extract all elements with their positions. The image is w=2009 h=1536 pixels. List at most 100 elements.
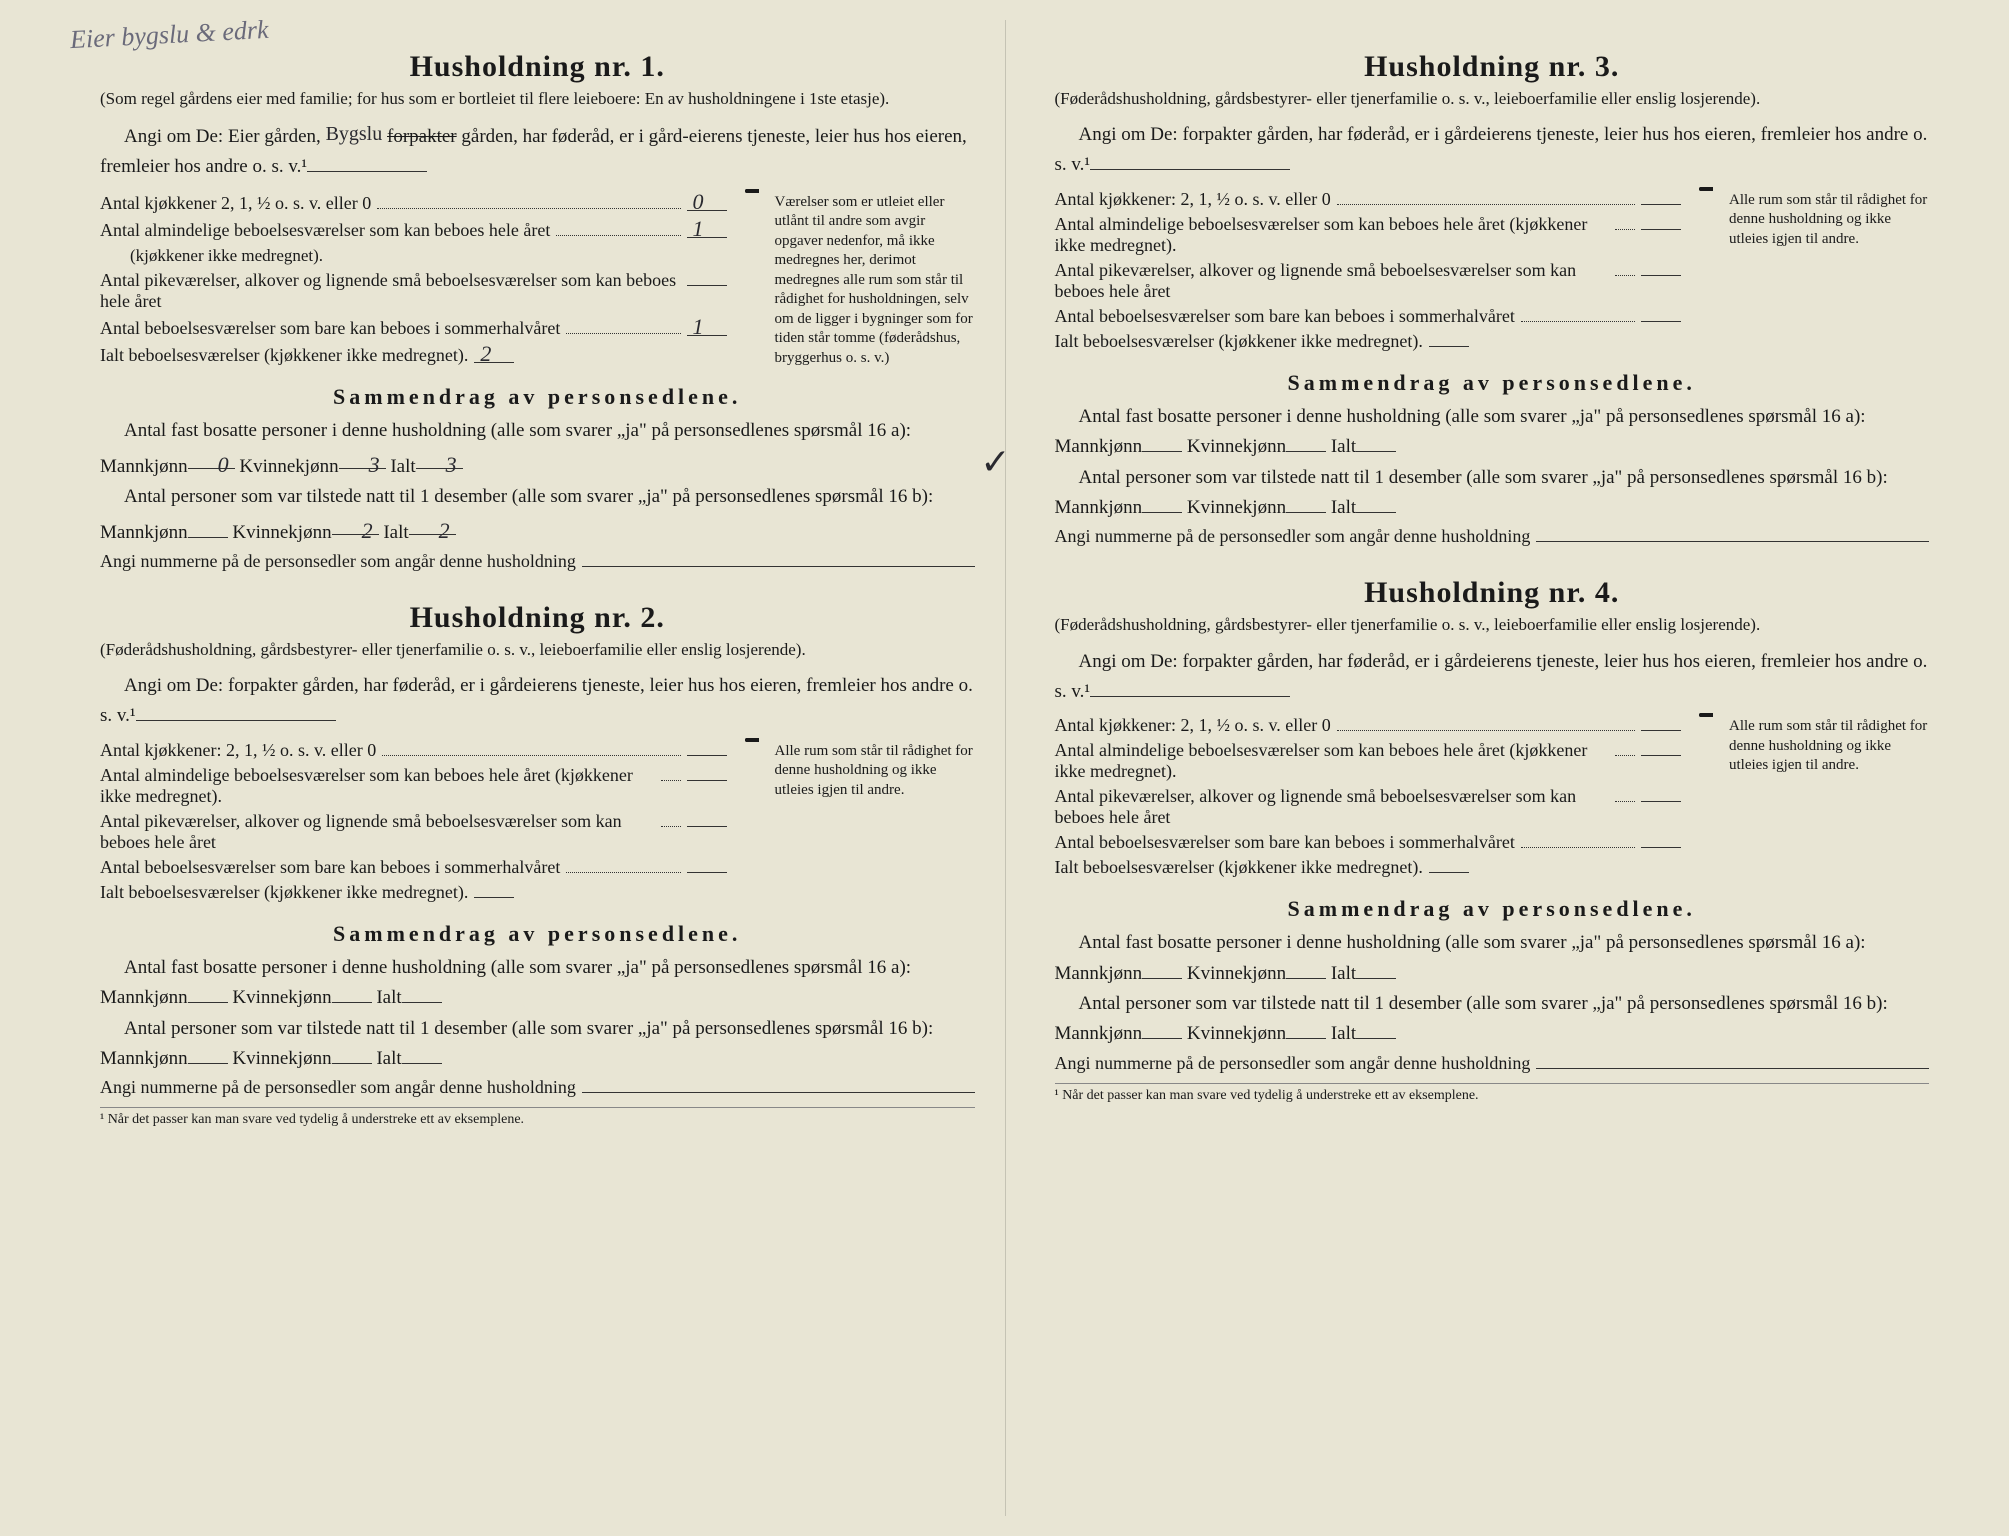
dots [661,766,681,780]
intro-blank[interactable] [136,702,336,721]
q16b-m[interactable] [188,1045,228,1064]
t-label: Ialt [1331,497,1356,518]
ordinary-label: Antal almindelige beboelsesværelser som … [100,220,550,241]
household-2-title: Husholdning nr. 2. [100,601,975,635]
q16b-t[interactable] [1356,494,1396,513]
q16a-text: Antal fast bosatte personer i denne hush… [100,416,975,482]
household-4-intro: Angi om De: forpakter gården, har føderå… [1055,647,1930,708]
ordinary-note: (kjøkkener ikke medregnet). [100,243,727,269]
total-value[interactable] [1429,329,1469,347]
q16a-m[interactable] [1142,960,1182,979]
kitchens-value[interactable]: 0 [687,189,727,211]
q16a-k[interactable] [1286,960,1326,979]
t-label: Ialt [390,456,415,477]
m-label: Mannkjønn [100,987,188,1008]
q16b-label: Antal personer som var tilstede natt til… [124,1018,933,1039]
household-3-sidenote: Alle rum som står til rådighet for denne… [1729,187,1929,250]
kitchens-label: Antal kjøkkener: 2, 1, ½ o. s. v. eller … [1055,189,1331,210]
census-form-page: Eier bygslu & edrk Husholdning nr. 1. (S… [0,0,2009,1536]
handwritten-bygslu: Bygslu [326,123,383,145]
dots [566,320,680,334]
t-label: Ialt [376,1048,401,1069]
maid-value[interactable] [1641,258,1681,276]
ordinary-value[interactable] [687,763,727,781]
q16b-t[interactable] [402,1045,442,1064]
ordinary-label: Antal almindelige beboelsesværelser som … [100,765,655,807]
q16b-m[interactable] [188,519,228,538]
m-label: Mannkjønn [1055,963,1143,984]
numbers-blank[interactable] [1536,1051,1929,1069]
q16b-t[interactable]: 2 [409,513,456,535]
q16a-t[interactable] [402,984,442,1003]
summer-value[interactable]: 1 [687,314,727,336]
q16a-t[interactable] [1356,433,1396,452]
dots [382,741,680,755]
numbers-label: Angi nummerne på de personsedler som ang… [100,1074,576,1101]
q16a-m[interactable] [1142,433,1182,452]
q16b-k[interactable] [1286,1020,1326,1039]
household-4: Husholdning nr. 4. (Føderådshusholdning,… [1055,576,1930,1103]
intro-blank[interactable] [307,153,427,172]
maid-label: Antal pikeværelser, alkover og lignende … [100,811,655,853]
household-3-rooms: Antal kjøkkener: 2, 1, ½ o. s. v. eller … [1055,187,1930,354]
dots [661,812,681,826]
ordinary-value[interactable] [1641,738,1681,756]
q16a-text-3: Antal fast bosatte personer i denne hush… [1055,402,1930,463]
q16b-label: Antal personer som var tilstede natt til… [1079,467,1888,488]
total-value[interactable]: 2 [474,341,514,363]
t-label: Ialt [1331,436,1356,457]
summer-label: Antal beboelsesværelser som bare kan beb… [1055,832,1515,853]
ordinary-value[interactable] [1641,212,1681,230]
t-label: Ialt [1331,963,1356,984]
q16a-m[interactable] [188,984,228,1003]
household-4-sidenote: Alle rum som står til rådighet for denne… [1729,713,1929,776]
summer-value[interactable] [687,855,727,873]
summer-label: Antal beboelsesværelser som bare kan beb… [100,857,560,878]
q16a-k[interactable] [1286,433,1326,452]
numbers-blank[interactable] [582,549,975,567]
maid-value[interactable] [1641,784,1681,802]
maid-value[interactable] [687,268,727,286]
ordinary-value[interactable]: 1 [687,216,727,238]
household-3-intro: Angi om De: forpakter gården, har føderå… [1055,120,1930,181]
q16a-label: Antal fast bosatte personer i denne hush… [124,420,911,441]
q16a-k[interactable]: 3 [339,447,386,469]
household-2-intro: Angi om De: forpakter gården, har føderå… [100,671,975,732]
q16a-k[interactable] [332,984,372,1003]
k-label: Kvinnekjønn [232,987,331,1008]
total-value[interactable] [1429,855,1469,873]
intro-blank[interactable] [1090,678,1290,697]
dots [1615,261,1635,275]
t-label: Ialt [1331,1023,1356,1044]
intro-blank[interactable] [1090,151,1290,170]
kitchens-value[interactable] [1641,713,1681,731]
q16b-k[interactable]: 2 [332,513,379,535]
kitchens-value[interactable] [687,738,727,756]
total-value[interactable] [474,880,514,898]
m-label: Mannkjønn [100,456,188,477]
q16b-m[interactable] [1142,494,1182,513]
q16a-m[interactable]: 0 [188,447,235,469]
household-1-subtitle: (Som regel gårdens eier med familie; for… [100,88,975,110]
numbers-blank[interactable] [1536,524,1929,542]
total-label: Ialt beboelsesværelser (kjøkkener ikke m… [100,345,468,366]
maid-value[interactable] [687,809,727,827]
q16b-k[interactable] [332,1045,372,1064]
kitchens-value[interactable] [1641,187,1681,205]
q16b-t[interactable] [1356,1020,1396,1039]
intro-struck: forpakter [387,126,457,147]
numbers-blank[interactable] [582,1075,975,1093]
household-2-subtitle: (Føderådshusholdning, gårdsbestyrer- ell… [100,639,975,661]
k-label: Kvinnekjønn [1187,436,1286,457]
q16a-t[interactable]: 3 [416,447,463,469]
q16b-k[interactable] [1286,494,1326,513]
summer-label: Antal beboelsesværelser som bare kan beb… [1055,306,1515,327]
numbers-label: Angi nummerne på de personsedler som ang… [100,548,576,575]
q16a-t[interactable] [1356,960,1396,979]
m-label: Mannkjønn [1055,436,1143,457]
q16b-m[interactable] [1142,1020,1182,1039]
m-label: Mannkjønn [1055,1023,1143,1044]
dots [1521,307,1635,321]
summer-value[interactable] [1641,304,1681,322]
summer-value[interactable] [1641,830,1681,848]
